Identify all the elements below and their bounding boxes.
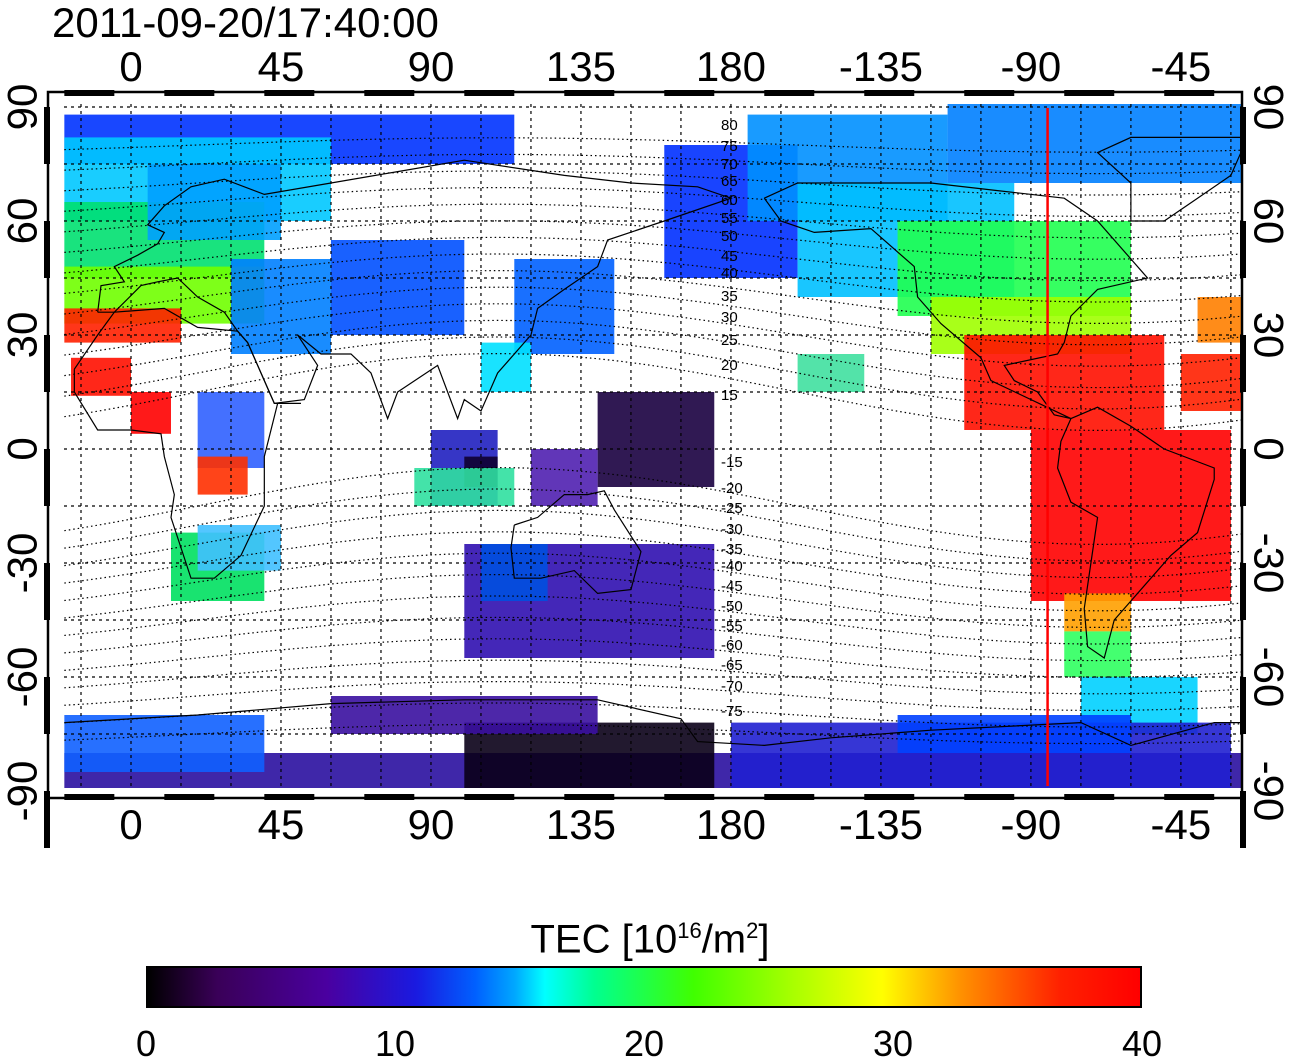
colorbar [146,966,1142,1008]
lon-tick-bottom: -90 [1000,801,1062,848]
lat-tick-right: 30 [1244,311,1292,359]
lat-tick-right: 60 [1244,197,1292,245]
contour-labels: 8075706560555045403530252015-15-20-25-30… [721,117,743,720]
contour-label: 50 [721,228,738,245]
contour-label: -40 [721,558,743,575]
lat-tick-left: -90 [0,760,45,822]
contour-label: 75 [721,138,738,155]
lon-tick-top: 0 [119,43,143,90]
lon-tick-bottom: 90 [407,801,455,848]
map-title: 2011-09-20/17:40:00 [52,0,439,46]
lon-tick-bottom: -45 [1150,801,1212,848]
contour-label: 15 [721,387,738,404]
lon-tick-bottom: -135 [838,801,923,848]
lon-tick-bottom: 180 [695,801,766,848]
contour-label: -70 [721,678,743,695]
lat-tick-left: 90 [0,83,45,131]
contour-label: 20 [721,357,738,374]
contour-label: -60 [721,637,743,654]
contour-label: -35 [721,541,743,558]
lon-tick-top: 180 [695,43,766,90]
colorbar-title: TEC [1016/m2] [530,917,770,962]
lon-tick-top: 90 [407,43,455,90]
magnetic-latitude-contours [64,137,1242,745]
contour-label: -15 [721,454,743,471]
map-frame [46,90,1244,800]
lat-tick-right: 0 [1245,437,1292,461]
lon-tick-top: -90 [1000,43,1062,90]
contour-label: 45 [721,248,738,265]
graticule [64,104,1242,788]
lon-tick-top: 45 [257,43,305,90]
contour-label: 35 [721,288,738,305]
contour-label: 55 [721,210,738,227]
contour-label: -65 [721,657,743,674]
contour-label: 60 [721,192,738,209]
contour-label: 80 [721,117,738,134]
contour-label: 65 [721,173,738,190]
contour-label: -50 [721,598,743,615]
contour-label: 70 [721,156,738,173]
lat-tick-right: -30 [1244,532,1292,594]
colorbar-tick: 10 [374,1023,416,1064]
contour-label: -45 [721,578,743,595]
lat-tick-left: 30 [0,311,45,359]
lat-tick-left: -30 [0,532,45,594]
contour-label: -20 [721,480,743,497]
colorbar-tick: 20 [623,1023,665,1064]
lon-tick-top: -135 [838,43,923,90]
lon-tick-bottom: 135 [545,801,616,848]
colorbar-tick: 0 [135,1023,157,1064]
lon-tick-bottom: 0 [119,801,143,848]
lon-tick-top: -45 [1150,43,1212,90]
frame-ticks [44,90,1246,848]
colorbar-tick: 30 [872,1023,914,1064]
lon-tick-bottom: 45 [257,801,305,848]
contour-label: -30 [721,521,743,538]
colorbar-tick: 40 [1121,1023,1163,1064]
contour-label: -75 [721,703,743,720]
lat-tick-right: -60 [1244,646,1292,708]
contour-label: -55 [721,618,743,635]
lat-tick-left: 60 [0,197,45,245]
lat-tick-right: 90 [1244,83,1292,131]
contour-label: 40 [721,265,738,282]
lat-tick-left: -60 [0,646,45,708]
contour-label: 25 [721,332,738,349]
lat-tick-right: -90 [1244,760,1292,822]
contour-label: -25 [721,500,743,517]
contour-label: 30 [721,309,738,326]
lon-tick-top: 135 [545,43,616,90]
lat-tick-left: 0 [0,437,46,461]
